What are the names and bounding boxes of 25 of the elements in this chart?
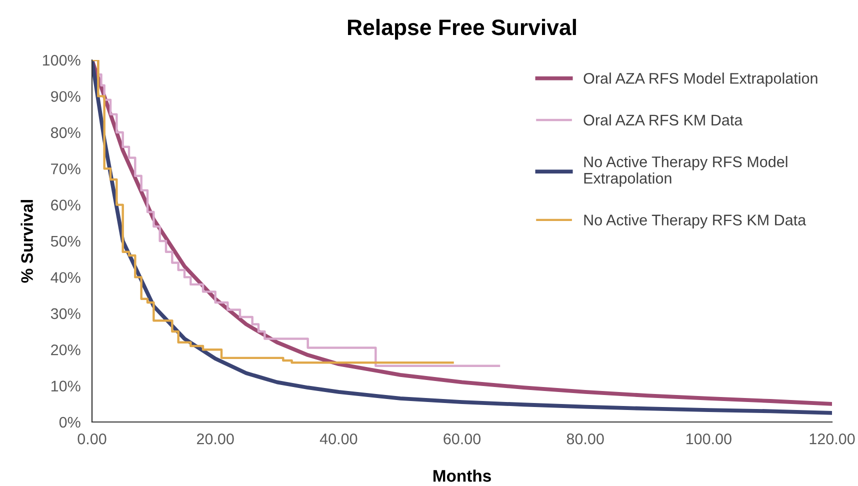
y-tick-label: 10%	[51, 380, 80, 392]
x-tick-label: 0.00	[78, 434, 106, 444]
x-tick-label: 60.00	[444, 434, 481, 444]
y-tick-label: 40%	[50, 272, 80, 283]
x-tick-label: 120.00	[810, 434, 855, 444]
legend-label: Oral AZA RFS KM Data	[584, 114, 743, 126]
y-tick-label: 70%	[51, 163, 80, 174]
y-tick-label: 100%	[42, 54, 80, 66]
y-tick-label: 20%	[51, 344, 80, 356]
x-axis-title: Months	[433, 470, 491, 482]
y-axis-title: % Survival	[20, 200, 33, 283]
y-tick-label: 80%	[50, 127, 80, 138]
y-tick-label: 90%	[51, 91, 80, 102]
legend-label: Oral AZA RFS Model Extrapolation	[584, 72, 818, 87]
y-tick-label: 0%	[59, 416, 80, 428]
legend-label: No Active Therapy RFS KM Data	[584, 214, 806, 228]
x-tick-label: 20.00	[196, 434, 234, 444]
chart-title: Relapse Free Survival	[348, 18, 576, 40]
x-tick-label: 40.00	[320, 434, 358, 444]
y-tick-label: 30%	[50, 308, 80, 320]
y-tick-label: 50%	[50, 236, 80, 247]
y-tick-label: 60%	[51, 200, 80, 210]
legend-label: No Active Therapy RFS Model Extrapolation	[584, 156, 788, 187]
x-tick-label: 80.00	[566, 434, 604, 444]
x-tick-label: 100.00	[686, 434, 732, 444]
